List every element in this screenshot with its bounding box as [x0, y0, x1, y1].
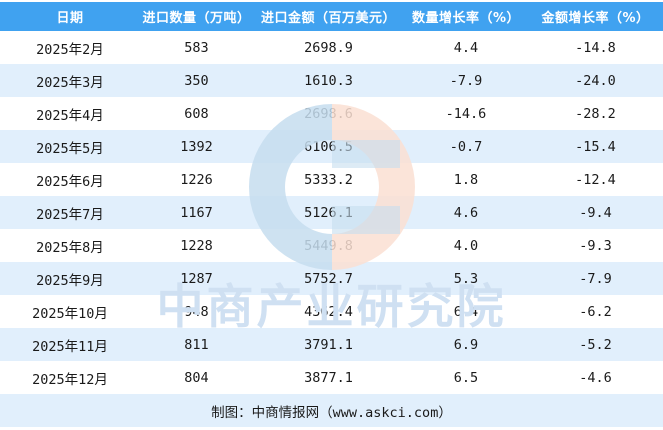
cell-amount: 5126.1: [253, 196, 404, 229]
cell-qty-growth: -14.6: [404, 97, 528, 130]
cell-date: 2025年10月: [0, 295, 140, 328]
cell-qty-growth: 6.5: [404, 361, 528, 394]
table-row: 2025年6月 1226 5333.2 1.8 -12.4: [0, 163, 663, 196]
cell-quantity: 948: [140, 295, 253, 328]
cell-amt-growth: -24.0: [528, 64, 663, 97]
cell-qty-growth: 6.4: [404, 295, 528, 328]
table-row: 2025年7月 1167 5126.1 4.6 -9.4: [0, 196, 663, 229]
cell-date: 2025年6月: [0, 163, 140, 196]
cell-date: 2025年5月: [0, 130, 140, 163]
cell-quantity: 350: [140, 64, 253, 97]
cell-amt-growth: -4.6: [528, 361, 663, 394]
cell-date: 2025年2月: [0, 31, 140, 64]
table-row: 2025年5月 1392 6106.5 -0.7 -15.4: [0, 130, 663, 163]
table-row: 2025年8月 1228 5449.8 4.0 -9.3: [0, 229, 663, 262]
cell-quantity: 1392: [140, 130, 253, 163]
column-header-amount[interactable]: 进口金额（百万美元）: [253, 2, 404, 31]
cell-amount: 5333.2: [253, 163, 404, 196]
cell-date: 2025年3月: [0, 64, 140, 97]
column-header-amt-growth[interactable]: 金额增长率（%）: [528, 2, 663, 31]
column-header-date[interactable]: 日期: [0, 2, 140, 31]
cell-qty-growth: 5.3: [404, 262, 528, 295]
cell-amt-growth: -28.2: [528, 97, 663, 130]
cell-amount: 5449.8: [253, 229, 404, 262]
table-row: 2025年3月 350 1610.3 -7.9 -24.0: [0, 64, 663, 97]
cell-amount: 6106.5: [253, 130, 404, 163]
cell-quantity: 804: [140, 361, 253, 394]
cell-date: 2025年9月: [0, 262, 140, 295]
table-row: 2025年11月 811 3791.1 6.9 -5.2: [0, 328, 663, 361]
cell-qty-growth: -7.9: [404, 64, 528, 97]
cell-quantity: 608: [140, 97, 253, 130]
cell-amount: 3877.1: [253, 361, 404, 394]
cell-qty-growth: 4.4: [404, 31, 528, 64]
footer-credit: 制图：中商情报网（www.askci.com）: [0, 394, 663, 427]
cell-amount: 2698.9: [253, 31, 404, 64]
cell-quantity: 1228: [140, 229, 253, 262]
column-header-quantity[interactable]: 进口数量（万吨）: [140, 2, 253, 31]
table-row: 2025年10月 948 4362.4 6.4 -6.2: [0, 295, 663, 328]
cell-qty-growth: 4.0: [404, 229, 528, 262]
cell-quantity: 583: [140, 31, 253, 64]
table-header-row: 日期 进口数量（万吨） 进口金额（百万美元） 数量增长率（%） 金额增长率（%）: [0, 2, 663, 31]
top-spacer: [0, 0, 663, 2]
cell-amount: 5752.7: [253, 262, 404, 295]
table-header: 日期 进口数量（万吨） 进口金额（百万美元） 数量增长率（%） 金额增长率（%）: [0, 2, 663, 31]
cell-date: 2025年11月: [0, 328, 140, 361]
cell-quantity: 1287: [140, 262, 253, 295]
cell-qty-growth: -0.7: [404, 130, 528, 163]
cell-amount: 3791.1: [253, 328, 404, 361]
cell-amt-growth: -5.2: [528, 328, 663, 361]
table-row: 2025年9月 1287 5752.7 5.3 -7.9: [0, 262, 663, 295]
cell-date: 2025年8月: [0, 229, 140, 262]
cell-amt-growth: -9.4: [528, 196, 663, 229]
cell-amt-growth: -15.4: [528, 130, 663, 163]
cell-date: 2025年7月: [0, 196, 140, 229]
table-row: 2025年4月 608 2698.6 -14.6 -28.2: [0, 97, 663, 130]
cell-date: 2025年4月: [0, 97, 140, 130]
cell-quantity: 811: [140, 328, 253, 361]
table-row: 2025年2月 583 2698.9 4.4 -14.8: [0, 31, 663, 64]
table-body: 2025年2月 583 2698.9 4.4 -14.8 2025年3月 350…: [0, 31, 663, 427]
table-footer-row: 制图：中商情报网（www.askci.com）: [0, 394, 663, 427]
table-row: 2025年12月 804 3877.1 6.5 -4.6: [0, 361, 663, 394]
column-header-qty-growth[interactable]: 数量增长率（%）: [404, 2, 528, 31]
cell-amount: 4362.4: [253, 295, 404, 328]
cell-amount: 1610.3: [253, 64, 404, 97]
cell-amt-growth: -12.4: [528, 163, 663, 196]
cell-amt-growth: -7.9: [528, 262, 663, 295]
cell-quantity: 1167: [140, 196, 253, 229]
cell-amt-growth: -14.8: [528, 31, 663, 64]
cell-amt-growth: -6.2: [528, 295, 663, 328]
cell-qty-growth: 1.8: [404, 163, 528, 196]
cell-qty-growth: 6.9: [404, 328, 528, 361]
cell-qty-growth: 4.6: [404, 196, 528, 229]
cell-amt-growth: -9.3: [528, 229, 663, 262]
cell-quantity: 1226: [140, 163, 253, 196]
cell-date: 2025年12月: [0, 361, 140, 394]
cell-amount: 2698.6: [253, 97, 404, 130]
